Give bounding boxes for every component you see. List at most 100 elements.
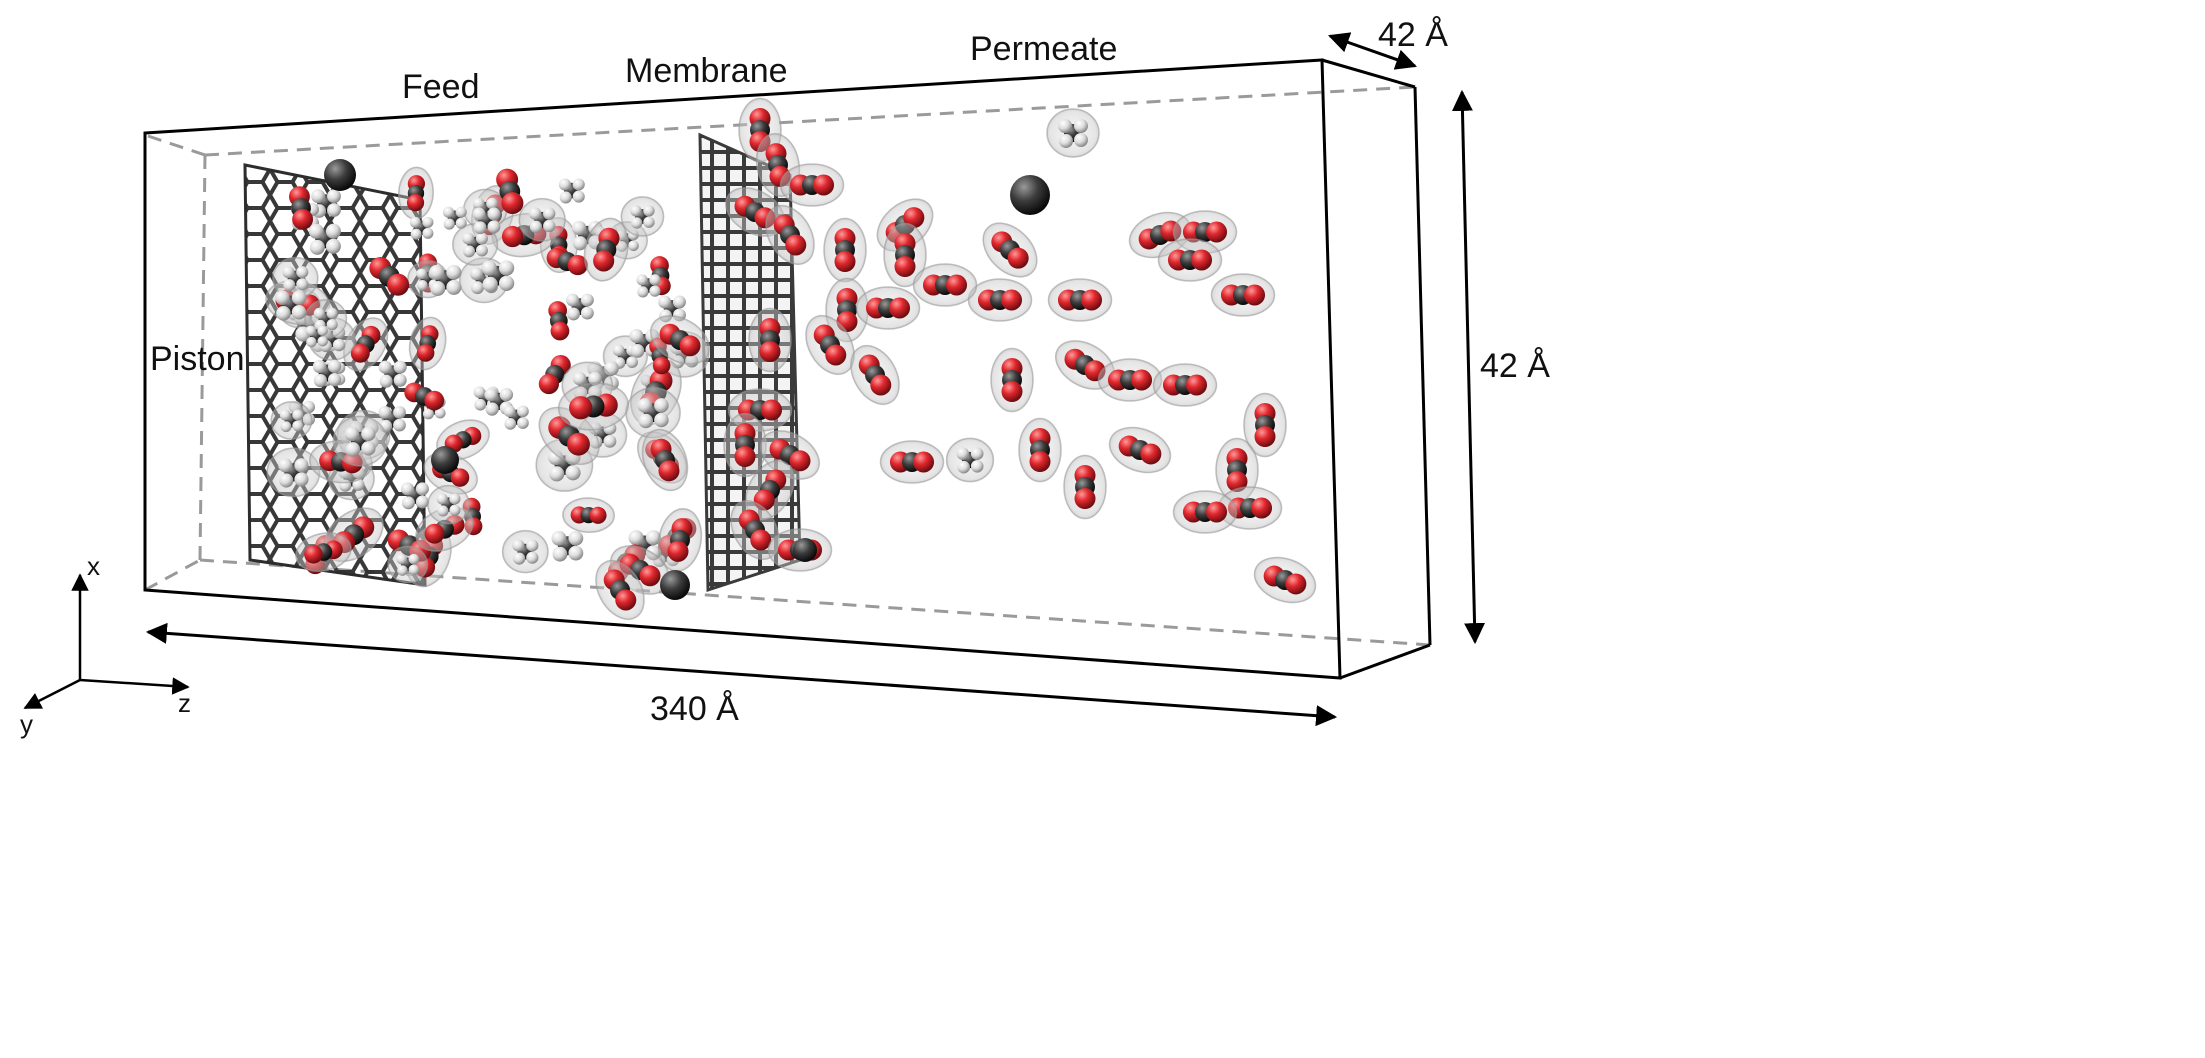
co2-molecule [912,263,978,307]
ch4-molecule [429,264,462,296]
ch4-molecule [558,178,585,204]
co2-molecule [496,168,524,215]
ch4-molecule [387,545,429,584]
z-axis-arrow [79,677,190,695]
dimension-arrows [145,32,1486,727]
ch4-molecule [503,405,529,430]
co2-molecule [1253,556,1317,604]
permeate-label: Permeate [970,30,1117,68]
ch4-molecule [266,447,321,498]
co2-molecule [404,382,445,411]
ch4-molecule [270,400,313,440]
co2-molecule [583,217,629,282]
co2-molecule [1157,238,1223,282]
co2-molecule [765,205,815,265]
co2-molecule [1210,273,1276,317]
ch4-molecule [518,197,566,242]
z-axis-label: z [178,688,191,718]
co2-molecule [805,315,855,375]
co2-molecule [730,500,780,560]
y-axis-arrow [23,678,81,710]
ch4-molecule [275,290,307,321]
molecules-layer [265,97,1317,620]
co2-molecule [650,315,710,365]
ch4-molecule [481,260,515,293]
feed-label: Feed [402,68,480,106]
co2-molecule [879,440,945,484]
co2-molecule [1152,363,1218,407]
co2-molecule [1097,358,1163,402]
co2-molecule [823,217,867,283]
length-dimension-label: 340 Å [650,690,739,728]
ch4-molecule [452,223,499,266]
dark-molecule [1010,175,1050,215]
ch4-molecule [1046,108,1100,158]
axis-triad [23,573,190,710]
y-axis-label: y [20,709,33,739]
co2-molecule [850,345,900,405]
ch4-molecule [566,293,594,321]
co2-molecule [546,247,588,276]
co2-molecule [562,497,616,534]
dark-molecule [660,570,690,600]
co2-molecule [343,317,389,372]
co2-molecule [538,355,571,395]
ch4-molecule [308,223,341,255]
co2-molecule [990,347,1034,413]
ch4-molecule [311,189,341,218]
co2-molecule [397,166,434,220]
height-arrow [1451,89,1486,645]
co2-molecule [369,257,410,296]
co2-molecule [288,186,314,230]
co2-molecule [1047,278,1113,322]
co2-molecule [595,560,645,620]
co2-molecule [1108,426,1172,474]
depth-arrow [1328,32,1417,70]
ch4-molecule [409,216,434,240]
ch4-molecule [272,256,319,300]
co2-molecule [779,163,845,207]
co2-molecule [982,222,1038,278]
dark-molecule [793,538,817,562]
length-arrow [145,622,1338,727]
co2-molecule [883,222,927,288]
co2-molecule [641,428,689,492]
x-axis-label: x [87,551,100,581]
ch4-molecule [636,274,661,298]
ch4-molecule [378,360,407,388]
co2-molecule [855,286,921,330]
ch4-molecule [625,386,681,439]
co2-molecule [557,382,629,431]
co2-molecule [723,412,767,478]
box-front-edges [143,58,1432,680]
ch4-molecule [305,325,328,348]
ch4-molecule [551,530,584,562]
ch4-molecule [427,484,471,525]
co2-molecule [295,532,352,572]
ch4-molecule [945,437,995,483]
co2-molecule [1215,437,1259,503]
height-dimension-label: 42 Å [1480,347,1550,385]
co2-molecule [1243,392,1287,458]
co2-molecule [1018,417,1062,483]
ch4-molecule [400,482,429,510]
co2-molecule [1063,454,1107,520]
box-hidden-edges [144,85,1431,647]
ch4-molecule [332,415,388,467]
co2-molecule [1172,490,1238,534]
co2-molecule [967,278,1033,322]
piston-label: Piston [150,340,245,378]
ch4-molecule [442,206,467,230]
ch4-molecule [312,359,342,388]
dark-molecule [431,446,459,474]
depth-dimension-label: 42 Å [1378,16,1448,54]
membrane-label: Membrane [625,52,788,90]
ch4-molecule [472,207,501,235]
co2-molecule [748,307,792,373]
co2-molecule [408,316,447,371]
co2-molecule [548,301,570,341]
ch4-molecule [620,196,665,237]
dark-molecule [324,159,356,191]
ch4-molecule [501,529,549,574]
